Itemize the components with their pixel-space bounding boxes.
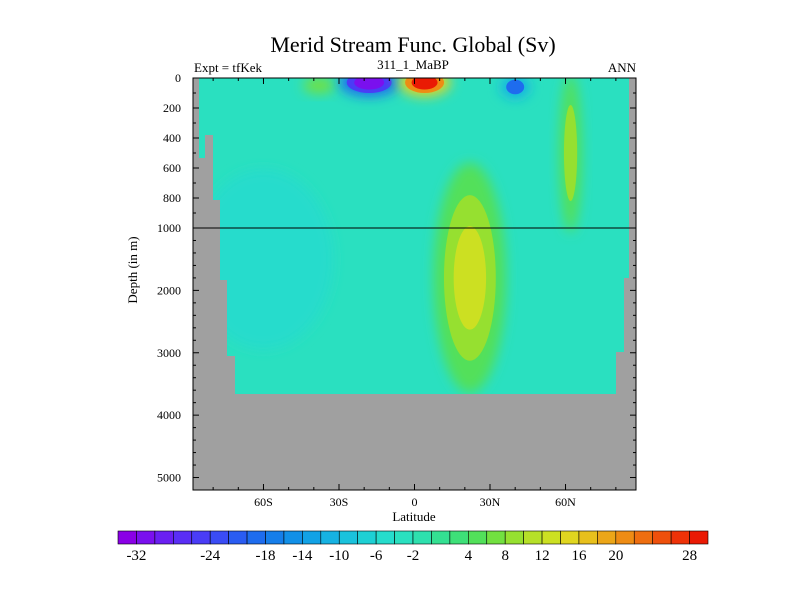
colorbar-box [136, 530, 156, 545]
feature-southern-deep-negative-region-layer-0 [199, 169, 334, 350]
colorbar-tick-label: 8 [501, 548, 509, 564]
colorbar-tick-label: 4 [465, 548, 473, 564]
colorbar-tick-label: -18 [256, 548, 276, 564]
y-tick-label: 4000 [157, 408, 181, 422]
colorbar-box [394, 530, 414, 545]
colorbar-tick-label: 16 [571, 548, 587, 564]
colorbar-box [468, 530, 488, 545]
colorbar-box [154, 530, 174, 545]
colorbar-tick-label: -10 [329, 548, 349, 564]
y-axis-label: Depth (in m) [125, 236, 140, 303]
colorbar-tick-label: 12 [535, 548, 550, 564]
y-tick-label: 200 [163, 101, 181, 115]
colorbar-box [523, 530, 543, 545]
colorbar-box [191, 530, 211, 545]
x-tick-label: 30S [330, 495, 349, 509]
colorbar-box [615, 530, 635, 545]
colorbar: -32 -24 -18 -14 -10 -6 -2 4 8 12 16 20 28 [117, 530, 709, 564]
plot-area [192, 77, 637, 491]
colorbar-box [338, 530, 358, 545]
colorbar-box [431, 530, 451, 545]
feature-deep-positive-plume-layer-2 [453, 226, 487, 330]
x-tick-label: 30N [480, 495, 501, 509]
feature-southern-negative-cell-layer-2 [354, 78, 385, 90]
chart-title: Merid Stream Func. Global (Sv) [270, 32, 555, 57]
axes: 60S 30S 0 30N 60N 0 200 400 600 800 1000 2000 3000 40… [157, 71, 636, 509]
colorbar-box [228, 530, 248, 545]
y-tick-label: 0 [175, 71, 181, 85]
y-tick-label: 3000 [157, 346, 181, 360]
feature-northern-negative-cell-layer-1 [506, 79, 525, 95]
feature-group [199, 78, 582, 393]
y-tick-label: 400 [163, 131, 181, 145]
colorbar-box [560, 530, 580, 545]
colorbar-box [670, 530, 690, 545]
colorbar-box [449, 530, 469, 545]
subtitle-left: Expt = tfKek [194, 60, 262, 75]
colorbar-box [375, 530, 395, 545]
colorbar-box [246, 530, 266, 545]
colorbar-box [633, 530, 653, 545]
colorbar-box [173, 530, 193, 545]
x-tick-label: 0 [412, 495, 418, 509]
plot-clip-group [193, 78, 636, 490]
colorbar-box [357, 530, 377, 545]
y-tick-label: 2000 [157, 283, 181, 297]
colorbar-box [283, 530, 303, 545]
feature-northern-surface-positive-cell-layer-2 [411, 78, 438, 90]
y-tick-label: 600 [163, 161, 181, 175]
x-tick-label: 60N [555, 495, 576, 509]
colorbar-tick-label: -24 [200, 548, 220, 564]
y-tick-label: 1000 [157, 221, 181, 235]
colorbar-tick-label: -32 [126, 548, 146, 564]
colorbar-box [689, 530, 709, 545]
colorbar-tick-label: -2 [407, 548, 420, 564]
x-axis-label: Latitude [392, 509, 436, 524]
colorbar-tick-label: 28 [682, 548, 697, 564]
colorbar-box [652, 530, 672, 545]
subtitle-center: 311_1_MaBP [377, 57, 449, 72]
colorbar-box [504, 530, 524, 545]
colorbar-box [541, 530, 561, 545]
colorbar-box [117, 530, 137, 545]
y-tick-label: 5000 [157, 471, 181, 485]
colorbar-box [265, 530, 285, 545]
colorbar-box [302, 530, 322, 545]
subtitle-right: ANN [608, 60, 637, 75]
colorbar-tick-label: -14 [292, 548, 312, 564]
x-tick-label: 60S [254, 495, 273, 509]
y-tick-label: 800 [163, 191, 181, 205]
feature-high-latitude-positive-band-layer-1 [563, 105, 578, 201]
feature-southern-surface-weak-positive-layer-0 [302, 78, 335, 94]
colorbar-box [209, 530, 229, 545]
colorbar-tick-label: 20 [608, 548, 623, 564]
colorbar-box [486, 530, 506, 545]
colorbar-box [412, 530, 432, 545]
colorbar-box [320, 530, 340, 545]
colorbar-tick-label: -6 [370, 548, 383, 564]
colorbar-box [578, 530, 598, 545]
colorbar-box [597, 530, 617, 545]
